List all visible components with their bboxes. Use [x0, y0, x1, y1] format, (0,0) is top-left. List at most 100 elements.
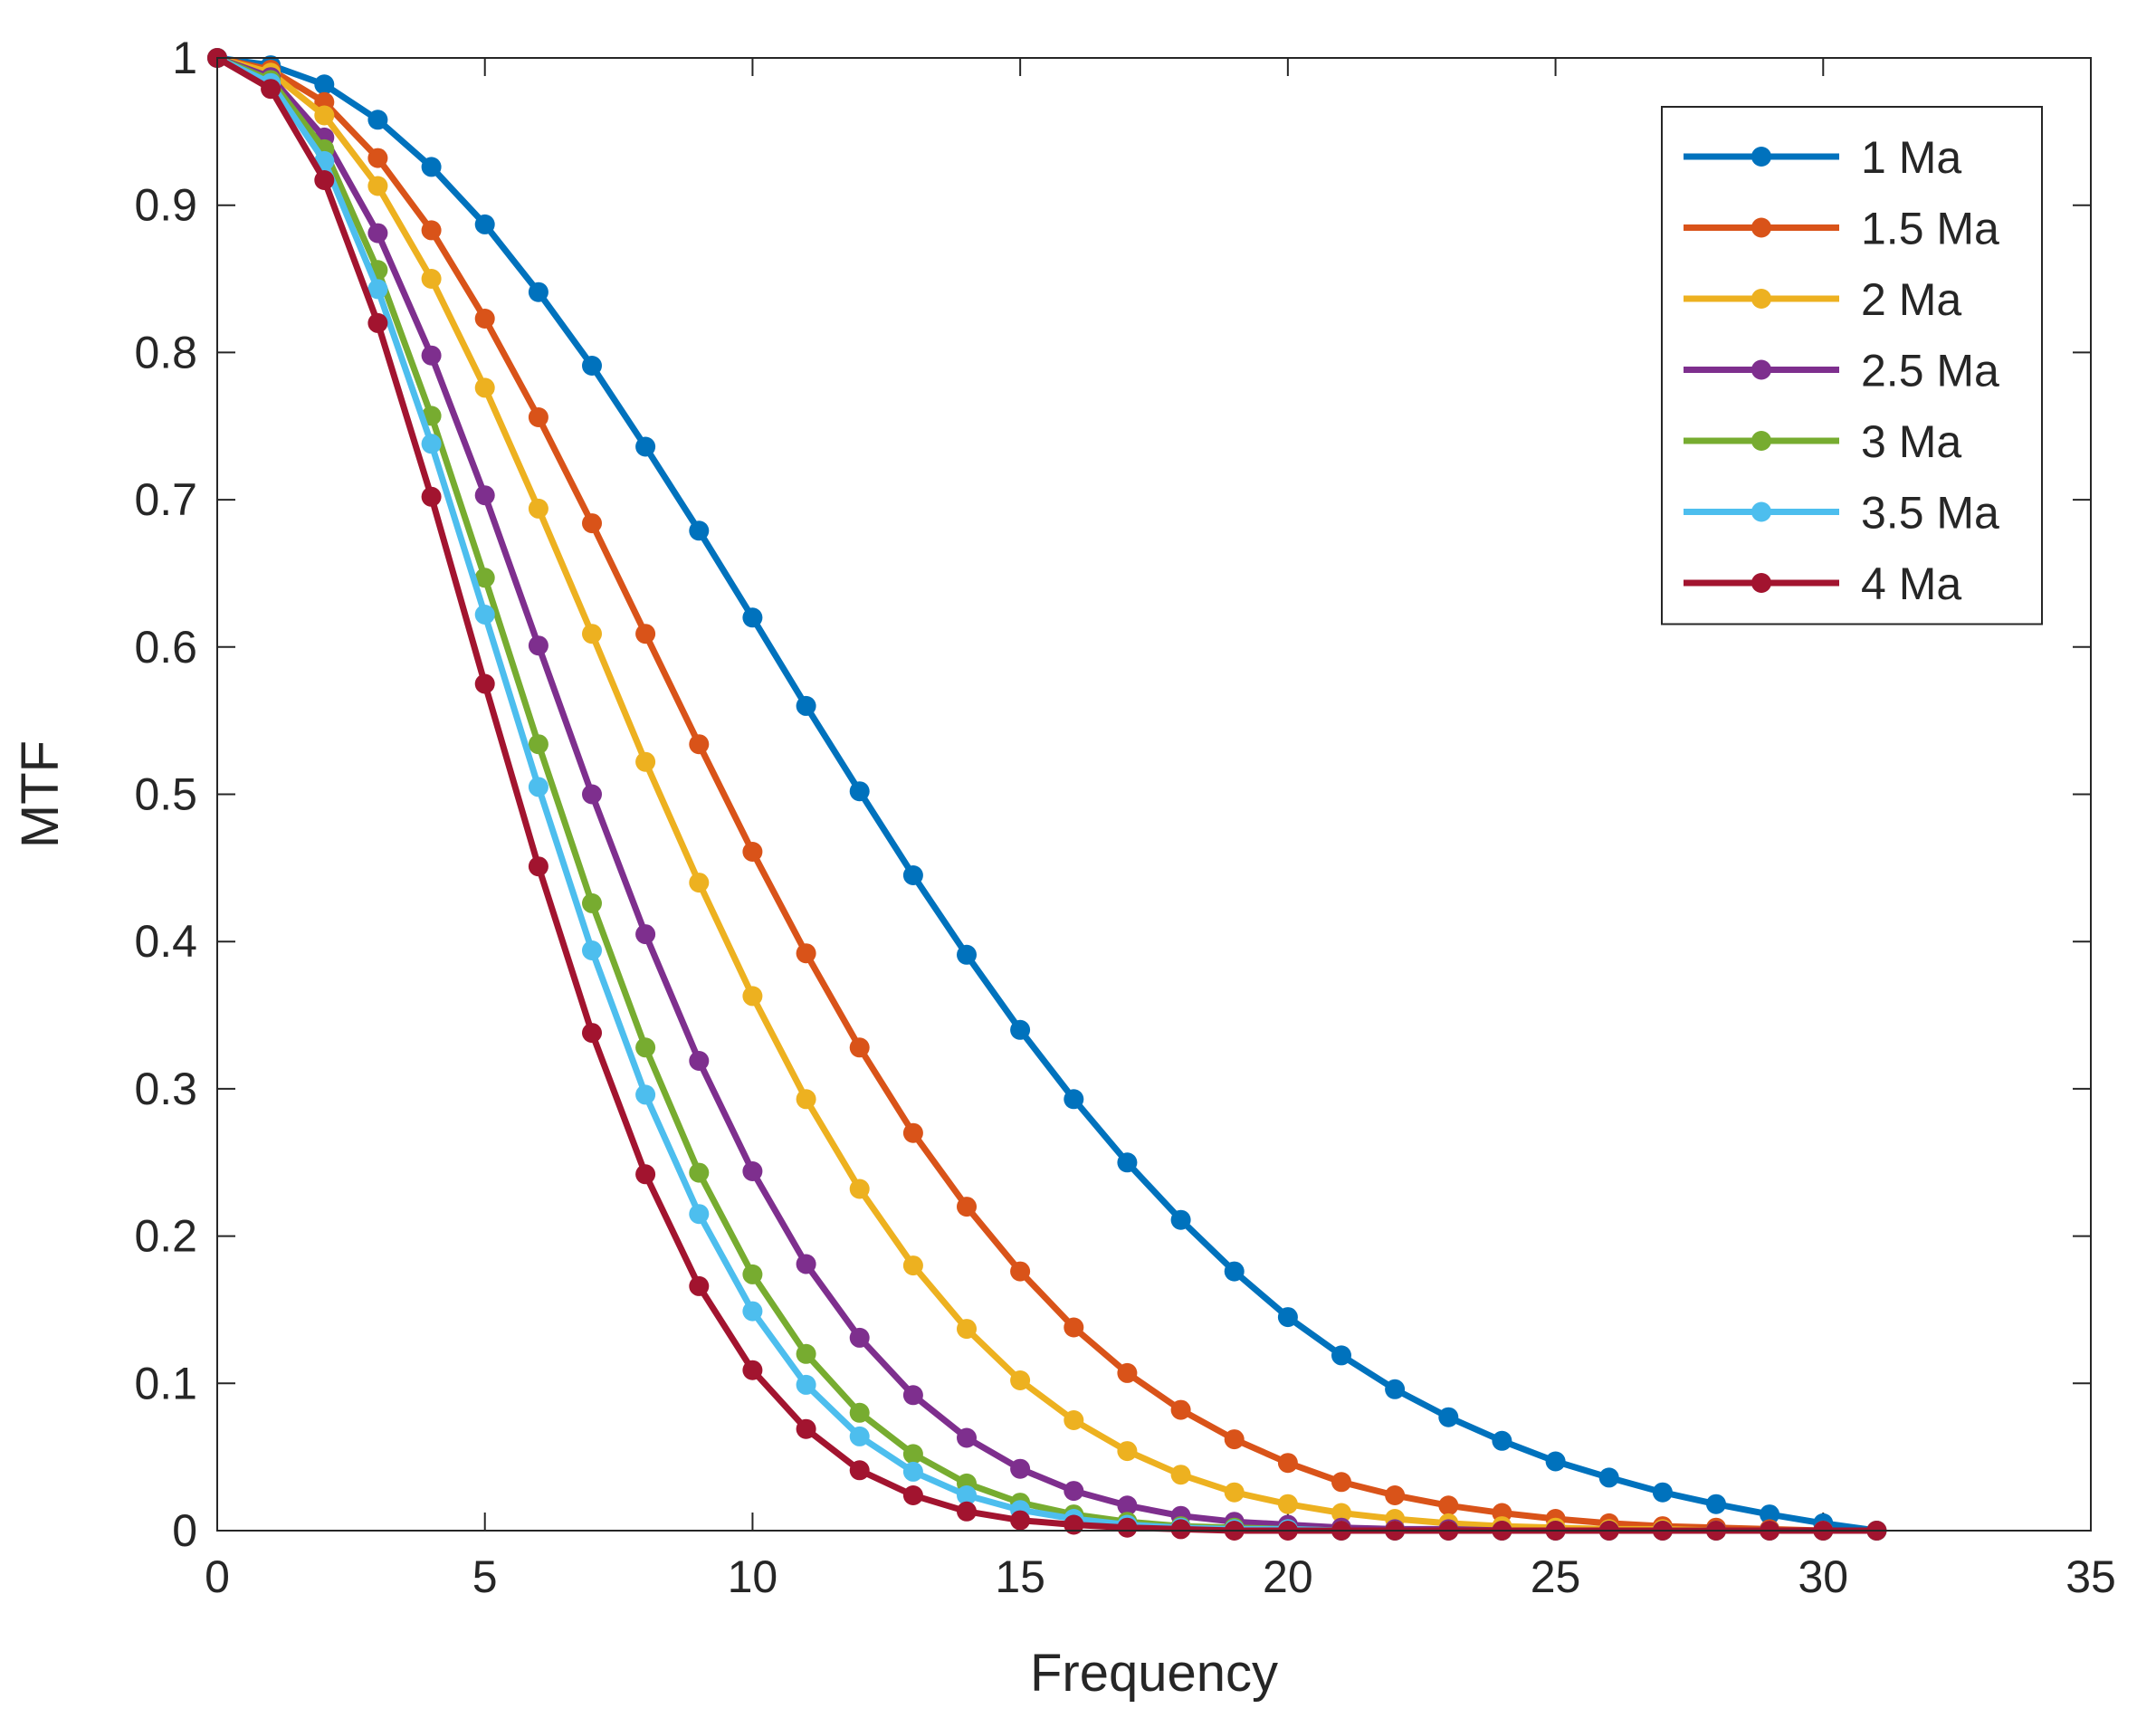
data-point: [1064, 1317, 1084, 1338]
data-point: [957, 1197, 977, 1217]
data-point: [582, 892, 602, 913]
data-point: [421, 157, 442, 177]
data-point: [635, 1164, 656, 1185]
data-point: [1652, 1482, 1673, 1503]
data-point: [902, 1255, 923, 1276]
data-point: [902, 1444, 923, 1465]
data-point: [742, 1161, 763, 1181]
data-point: [849, 1179, 870, 1199]
data-point: [689, 1051, 710, 1071]
y-axis-label: MTF: [11, 740, 70, 848]
data-point: [421, 269, 442, 289]
data-point: [1331, 1472, 1351, 1493]
legend-swatch-marker: [1751, 431, 1771, 451]
plot-area-frame: [216, 57, 2092, 1532]
data-point: [1492, 1430, 1512, 1451]
data-point: [474, 605, 495, 625]
x-tick-label: 15: [995, 1551, 1045, 1602]
data-point: [1277, 1453, 1298, 1474]
data-point: [1010, 1510, 1031, 1531]
data-point: [742, 1360, 763, 1380]
y-tick-label: 0.3: [134, 1064, 197, 1114]
data-point: [367, 312, 388, 333]
data-point: [314, 74, 335, 95]
data-point: [1117, 1152, 1138, 1173]
data-point: [796, 1418, 816, 1439]
legend-swatch-marker: [1751, 573, 1771, 593]
data-point: [1224, 1429, 1245, 1450]
data-point: [582, 624, 602, 644]
data-point: [528, 777, 549, 797]
data-point: [528, 407, 549, 427]
x-tick-label: 25: [1531, 1551, 1581, 1602]
data-point: [1117, 1362, 1138, 1383]
data-point: [474, 214, 495, 234]
x-tick-label: 30: [1798, 1551, 1848, 1602]
data-point: [314, 170, 335, 190]
x-axis-label: Frequency: [1030, 1644, 1278, 1703]
data-point: [421, 434, 442, 454]
legend-label: 3 Ma: [1861, 416, 1961, 467]
data-point: [1385, 1485, 1406, 1505]
data-point: [474, 568, 495, 588]
data-point: [474, 377, 495, 398]
data-point: [1331, 1345, 1351, 1366]
data-point: [957, 1501, 977, 1522]
data-point: [1117, 1441, 1138, 1462]
data-point: [796, 943, 816, 964]
data-point: [367, 223, 388, 243]
data-point: [1117, 1495, 1138, 1516]
legend-swatch-marker: [1751, 359, 1771, 380]
y-tick-label: 0.4: [134, 916, 197, 967]
data-point: [849, 1426, 870, 1446]
data-point: [582, 513, 602, 534]
y-tick-label: 0.2: [134, 1211, 197, 1262]
data-point: [421, 345, 442, 366]
data-point: [528, 635, 549, 656]
y-tick-label: 0.5: [134, 769, 197, 820]
legend-item: 3 Ma: [1684, 416, 1961, 467]
legend-label: 2 Ma: [1861, 274, 1961, 325]
data-point: [1385, 1379, 1406, 1399]
legend-item: 1 Ma: [1684, 132, 1961, 183]
legend-swatch-marker: [1751, 217, 1771, 238]
legend-item: 2 Ma: [1684, 274, 1961, 325]
data-point: [957, 1427, 977, 1448]
data-point: [742, 986, 763, 1007]
y-tick-label: 0.1: [134, 1358, 197, 1408]
data-point: [796, 1089, 816, 1110]
data-point: [1224, 1482, 1245, 1503]
data-point: [582, 356, 602, 376]
data-point: [1598, 1467, 1619, 1488]
data-point: [796, 1374, 816, 1395]
data-point: [902, 1461, 923, 1482]
data-point: [849, 1327, 870, 1348]
legend-label: 3.5 Ma: [1861, 488, 1999, 539]
data-point: [1064, 1089, 1084, 1110]
data-point: [742, 607, 763, 628]
data-point: [367, 176, 388, 196]
data-point: [528, 734, 549, 755]
y-tick-label: 0.7: [134, 474, 197, 525]
data-point: [528, 498, 549, 519]
data-point: [421, 486, 442, 507]
data-point: [261, 79, 281, 100]
data-point: [849, 1402, 870, 1423]
data-point: [1010, 1019, 1031, 1040]
data-point: [1170, 1465, 1191, 1485]
data-point: [528, 856, 549, 877]
data-point: [796, 695, 816, 716]
data-point: [689, 520, 710, 541]
data-point: [474, 673, 495, 694]
data-point: [742, 842, 763, 862]
data-point: [1170, 1209, 1191, 1230]
data-point: [742, 1301, 763, 1322]
data-point: [689, 734, 710, 755]
data-point: [1224, 1261, 1245, 1282]
data-point: [635, 751, 656, 772]
data-point: [1170, 1519, 1191, 1540]
data-point: [1331, 1503, 1351, 1523]
data-point: [635, 624, 656, 644]
data-point: [474, 485, 495, 506]
legend-item: 4 Ma: [1684, 558, 1961, 609]
